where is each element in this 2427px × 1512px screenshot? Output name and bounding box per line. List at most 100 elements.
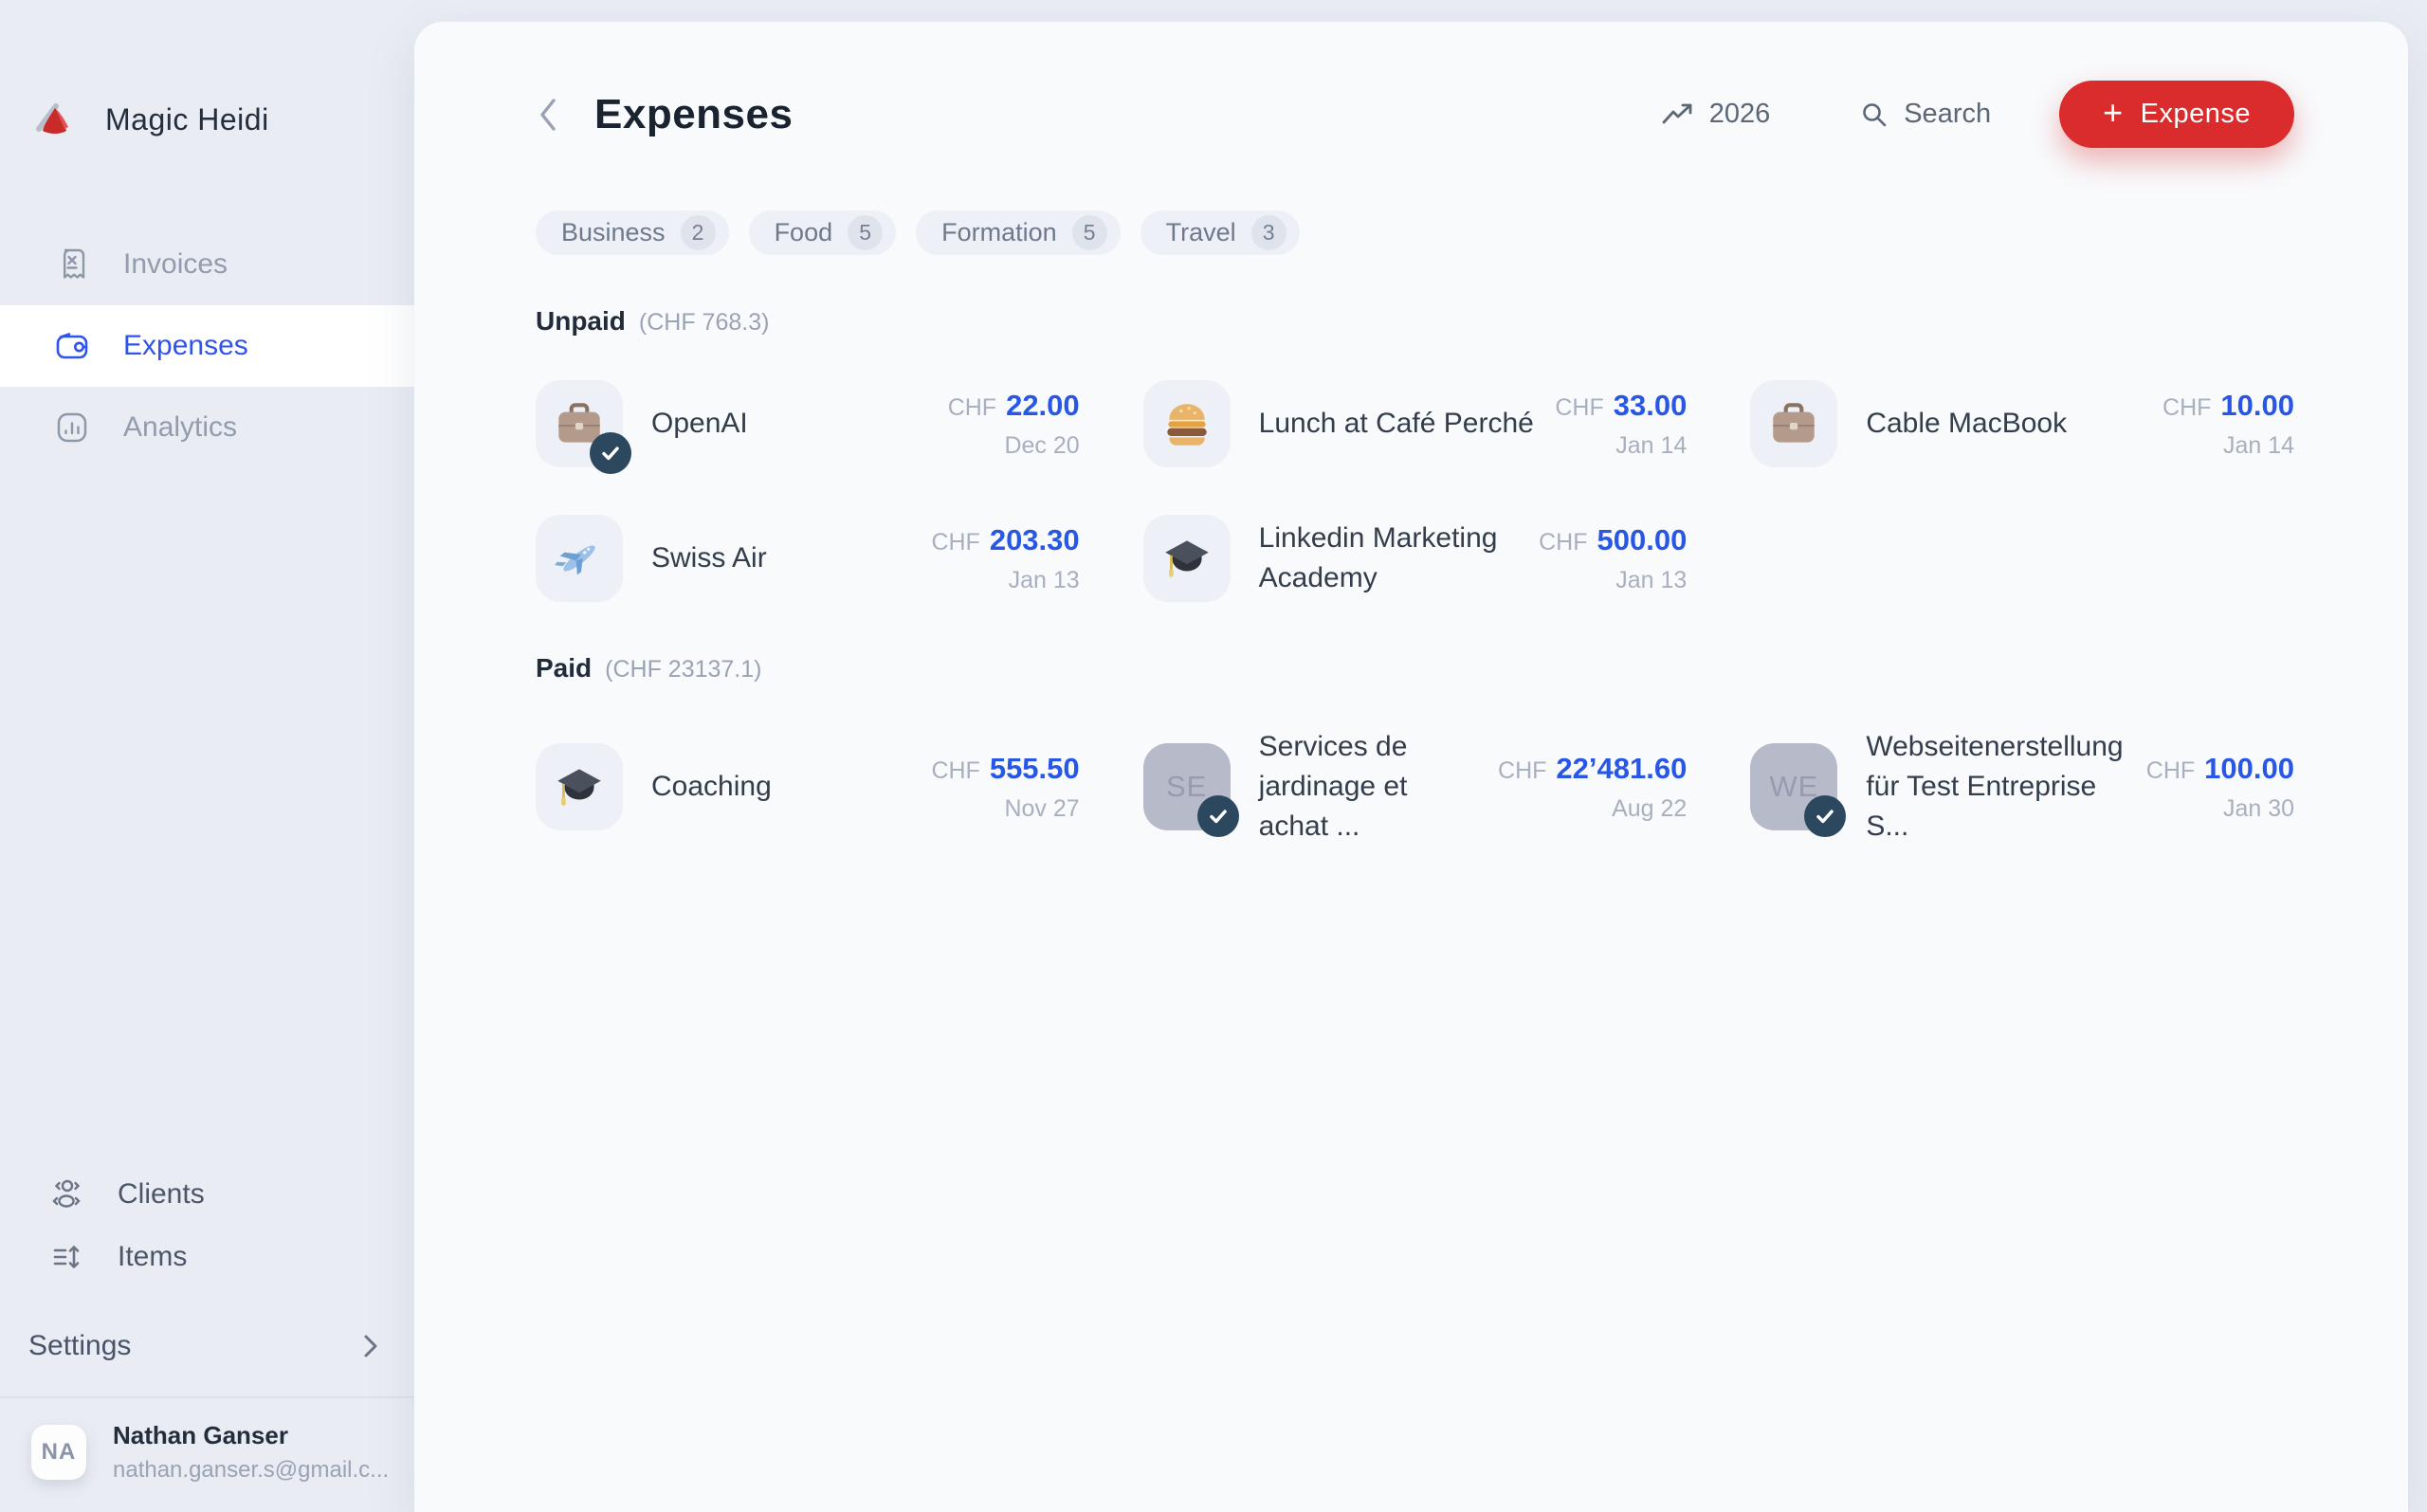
receipt-check-badge <box>1196 795 1239 837</box>
expense-amount-block: CHF 500.00 Jan 13 <box>1539 523 1687 594</box>
amount-value: 203.30 <box>989 522 1080 556</box>
amount-value: 10.00 <box>2220 388 2294 422</box>
section-total: (CHF 768.3) <box>638 309 770 336</box>
expense-row[interactable]: Swiss Air CHF 203.30 Jan 13 <box>536 515 1080 602</box>
expense-amount-block: CHF 22.00 Dec 20 <box>948 389 1080 460</box>
search-icon <box>1860 100 1889 129</box>
filter-count-badge: 3 <box>1250 215 1286 250</box>
expense-date: Jan 14 <box>1615 431 1688 459</box>
amount-value: 555.50 <box>989 751 1080 785</box>
receipt-check-badge <box>590 432 631 474</box>
avatar: NA <box>31 1425 86 1480</box>
amount-value: 100.00 <box>2204 751 2294 785</box>
sidebar-item-settings[interactable]: Settings <box>0 1313 414 1379</box>
currency-label: CHF <box>2145 756 2196 784</box>
header-actions: 2026 Search + Expense <box>1662 81 2294 148</box>
wallet-icon <box>53 327 91 365</box>
sidebar-item-label: Invoices <box>123 248 228 280</box>
expense-name: Linkedin Marketing Academy <box>1258 522 1498 593</box>
expense-amount-block: CHF 555.50 Nov 27 <box>931 752 1079 823</box>
filter-chip-formation[interactable]: Formation 5 <box>916 210 1121 255</box>
expense-row[interactable]: Lunch at Café Perché CHF 33.00 Jan 14 <box>1142 380 1687 467</box>
expense-date: Nov 27 <box>1004 794 1080 822</box>
expense-row[interactable]: Coaching CHF 555.50 Nov 27 <box>536 727 1080 847</box>
section-title: Unpaid <box>536 306 626 336</box>
currency-label: CHF <box>1555 393 1604 421</box>
clients-icon <box>47 1175 85 1213</box>
client-initials-avatar: SE <box>1142 743 1239 837</box>
user-name: Nathan Ganser <box>113 1421 288 1449</box>
expense-date: Dec 20 <box>1004 431 1080 459</box>
sidebar-item-label: Items <box>118 1241 188 1272</box>
search-button[interactable]: Search <box>1860 99 1991 130</box>
expense-row[interactable]: Cable MacBook CHF 10.00 Jan 14 <box>1750 380 2294 467</box>
expense-name: Webseitenerstellung für Test Entreprise … <box>1866 731 2124 842</box>
sidebar-item-invoices[interactable]: Invoices <box>0 224 414 305</box>
briefcase-icon <box>536 380 631 474</box>
app-name: Magic Heidi <box>105 101 269 137</box>
search-label: Search <box>1904 99 1992 129</box>
sidebar-item-label: Clients <box>118 1178 205 1210</box>
sidebar-item-clients[interactable]: Clients <box>0 1163 414 1226</box>
currency-label: CHF <box>931 528 980 556</box>
expense-row[interactable]: OpenAI CHF 22.00 Dec 20 <box>536 380 1080 474</box>
amount-value: 22’481.60 <box>1556 751 1688 785</box>
filter-count-badge: 2 <box>680 215 716 250</box>
filter-chip-travel[interactable]: Travel 3 <box>1140 210 1300 255</box>
trending-up-icon <box>1662 102 1694 127</box>
burger-icon <box>1142 380 1231 467</box>
back-button[interactable] <box>536 93 564 137</box>
expense-amount-block: CHF 10.00 Jan 14 <box>2162 389 2294 460</box>
receipt-check-badge <box>1804 795 1847 837</box>
graduation-cap-icon <box>1142 515 1231 602</box>
unpaid-expense-grid: OpenAI CHF 22.00 Dec 20 Lunch at Café Per… <box>536 380 2294 602</box>
sidebar-item-items[interactable]: Items <box>0 1226 414 1288</box>
expense-row[interactable]: WE Webseitenerstellung für Test Entrepri… <box>1750 727 2294 847</box>
graduation-cap-icon <box>536 743 623 830</box>
filter-chip-business[interactable]: Business 2 <box>536 210 729 255</box>
section-header-unpaid: Unpaid (CHF 768.3) <box>536 306 2294 337</box>
bar-chart-icon <box>53 409 91 446</box>
sidebar-item-analytics[interactable]: Analytics <box>0 387 414 468</box>
filter-label: Food <box>774 218 833 246</box>
section-total: (CHF 23137.1) <box>605 656 762 683</box>
amount-value: 33.00 <box>1613 388 1688 422</box>
expense-name: Services de jardinage et achat ... <box>1258 731 1408 842</box>
sidebar-item-label: Analytics <box>123 411 238 443</box>
currency-label: CHF <box>1498 756 1547 784</box>
year-label: 2026 <box>1708 99 1771 129</box>
add-expense-label: Expense <box>2140 99 2251 129</box>
expense-name: Cable MacBook <box>1866 408 2068 439</box>
receipt-icon <box>53 246 91 283</box>
expense-row[interactable]: Linkedin Marketing Academy CHF 500.00 Jan… <box>1142 515 1687 602</box>
client-initials-avatar: WE <box>1750 743 1847 837</box>
expense-date: Jan 14 <box>2222 431 2294 459</box>
initials-label: WE <box>1769 770 1819 803</box>
settings-label: Settings <box>28 1330 132 1361</box>
filter-label: Formation <box>941 218 1057 246</box>
expense-name: Coaching <box>651 771 772 802</box>
app-logo-row: Magic Heidi <box>0 0 414 144</box>
sidebar-bottom: Clients Items Settings NA Nat <box>0 1163 414 1512</box>
sidebar-item-expenses[interactable]: Expenses <box>0 305 414 387</box>
user-account-row[interactable]: NA Nathan Ganser nathan.ganser.s@gmail.c… <box>0 1396 414 1512</box>
expenses-panel: Expenses 2026 Search <box>414 22 2408 1512</box>
add-expense-button[interactable]: + Expense <box>2059 81 2294 148</box>
expense-amount-block: CHF 100.00 Jan 30 <box>2146 752 2294 823</box>
filter-chips: Business 2 Food 5 Formation 5 Travel 3 <box>536 210 2294 255</box>
expense-date: Jan 13 <box>1615 566 1688 593</box>
year-selector[interactable]: 2026 <box>1662 99 1771 130</box>
currency-label: CHF <box>931 756 980 784</box>
expense-amount-block: CHF 203.30 Jan 13 <box>931 523 1079 594</box>
filter-count-badge: 5 <box>1071 215 1107 250</box>
section-title: Paid <box>536 653 593 683</box>
paid-expense-grid: Coaching CHF 555.50 Nov 27 SE Services de… <box>536 727 2294 847</box>
expense-row[interactable]: SE Services de jardinage et achat ... CH… <box>1142 727 1687 847</box>
expense-amount-block: CHF 33.00 Jan 14 <box>1555 389 1687 460</box>
amount-value: 22.00 <box>1006 388 1080 422</box>
expense-amount-block: CHF 22’481.60 Aug 22 <box>1498 752 1687 823</box>
filter-chip-food[interactable]: Food 5 <box>748 210 897 255</box>
sidebar-item-label: Expenses <box>123 330 248 361</box>
filter-count-badge: 5 <box>848 215 884 250</box>
amount-value: 500.00 <box>1597 522 1688 556</box>
